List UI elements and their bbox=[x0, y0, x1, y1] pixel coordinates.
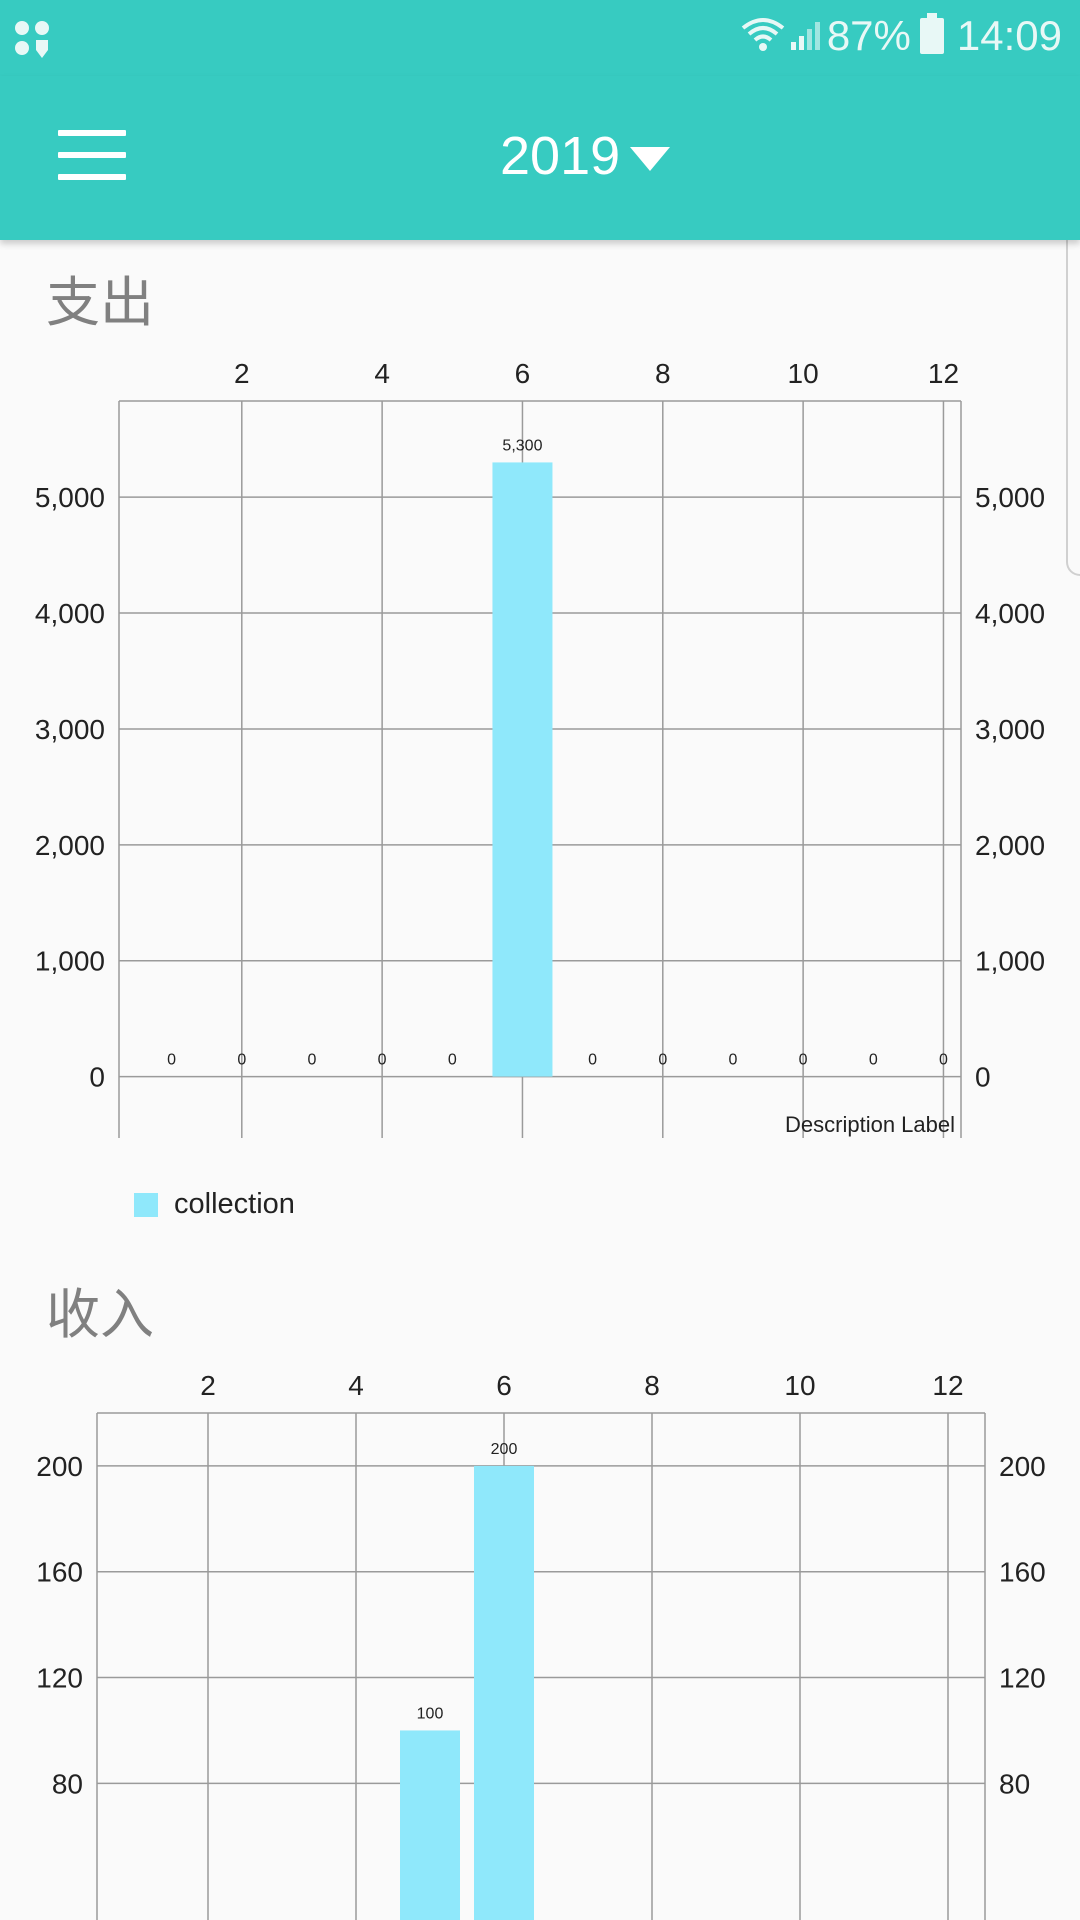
bar bbox=[400, 1730, 460, 1920]
income-title: 收入 bbox=[46, 1283, 154, 1346]
y-tick-label-left: 120 bbox=[36, 1663, 83, 1694]
y-tick-label-right: 0 bbox=[975, 1062, 991, 1093]
signal-icon bbox=[787, 14, 827, 58]
status-bar: 87% 14:09 bbox=[0, 0, 1080, 76]
x-tick-label: 12 bbox=[932, 1370, 963, 1401]
expense-chart: 0 0 1,000 1,000 2,000 2,000 3,000 3,000 4,000 4,0… bbox=[35, 358, 1045, 1138]
y-tick-label-left: 80 bbox=[52, 1768, 83, 1799]
chart-legend: collection bbox=[134, 1188, 295, 1221]
app-bar: 2019 bbox=[0, 76, 1080, 240]
x-tick-label: 8 bbox=[655, 358, 671, 389]
bar-value-label: 200 bbox=[491, 1441, 518, 1458]
bar-value-label: 0 bbox=[799, 1052, 808, 1069]
y-tick-label-left: 1,000 bbox=[35, 946, 105, 977]
expense-title: 支出 bbox=[46, 271, 154, 334]
scroll-handle[interactable] bbox=[1066, 220, 1080, 576]
income-chart: 80 80 120 120 160 160 200 200 2 4 6 8 10 12 100 200 bbox=[36, 1370, 1046, 1920]
bar bbox=[492, 462, 553, 1077]
y-tick-label-right: 5,000 bbox=[975, 482, 1045, 513]
bar-value-label: 0 bbox=[378, 1052, 387, 1069]
y-tick-label-right: 200 bbox=[999, 1451, 1046, 1482]
bar-value-label: 0 bbox=[729, 1052, 738, 1069]
x-tick-label: 6 bbox=[496, 1370, 512, 1401]
x-tick-label: 4 bbox=[374, 358, 390, 389]
y-tick-label-left: 160 bbox=[36, 1557, 83, 1588]
clock: 14:09 bbox=[956, 12, 1062, 59]
y-tick-label-right: 4,000 bbox=[975, 598, 1045, 629]
bar-value-label: 0 bbox=[308, 1052, 317, 1069]
legend-swatch bbox=[134, 1192, 158, 1217]
description-label: Description Label bbox=[785, 1112, 955, 1137]
bar-value-label: 0 bbox=[167, 1052, 176, 1069]
y-tick-label-right: 2,000 bbox=[975, 830, 1045, 861]
y-tick-label-left: 200 bbox=[36, 1451, 83, 1482]
hamburger-menu-icon[interactable] bbox=[58, 130, 126, 182]
y-tick-label-left: 4,000 bbox=[35, 598, 105, 629]
bar-value-label: 0 bbox=[939, 1052, 948, 1069]
x-tick-label: 10 bbox=[788, 358, 819, 389]
x-tick-label: 10 bbox=[784, 1370, 815, 1401]
x-tick-label: 4 bbox=[348, 1370, 364, 1401]
y-tick-label-right: 80 bbox=[999, 1768, 1030, 1799]
bar-value-label: 5,300 bbox=[502, 437, 542, 454]
bar-value-label: 0 bbox=[588, 1052, 597, 1069]
battery-percent: 87% bbox=[826, 12, 911, 59]
y-tick-label-left: 5,000 bbox=[35, 482, 105, 513]
y-tick-label-right: 120 bbox=[999, 1663, 1046, 1694]
bar bbox=[474, 1465, 534, 1920]
x-tick-label: 6 bbox=[515, 358, 531, 389]
y-tick-label-right: 1,000 bbox=[975, 946, 1045, 977]
x-tick-label: 2 bbox=[234, 358, 250, 389]
x-tick-label: 2 bbox=[200, 1370, 216, 1401]
bar-value-label: 0 bbox=[869, 1052, 878, 1069]
battery-icon bbox=[919, 13, 945, 59]
bar-value-label: 0 bbox=[658, 1052, 667, 1069]
y-tick-label-left: 3,000 bbox=[35, 714, 105, 745]
bar-value-label: 100 bbox=[417, 1705, 444, 1722]
year-label: 2019 bbox=[500, 126, 621, 186]
y-tick-label-right: 160 bbox=[999, 1557, 1046, 1588]
app-grid-icon bbox=[14, 20, 54, 64]
legend-label: collection bbox=[174, 1188, 295, 1220]
y-tick-label-left: 2,000 bbox=[35, 830, 105, 861]
x-tick-label: 8 bbox=[644, 1370, 660, 1401]
year-dropdown[interactable]: 2019 bbox=[500, 116, 671, 196]
y-tick-label-left: 0 bbox=[89, 1062, 105, 1093]
x-tick-label: 12 bbox=[928, 358, 959, 389]
bar-value-label: 0 bbox=[237, 1052, 246, 1069]
bar-value-label: 0 bbox=[448, 1052, 457, 1069]
caret-down-icon bbox=[630, 147, 671, 171]
y-tick-label-right: 3,000 bbox=[975, 714, 1045, 745]
wifi-icon bbox=[739, 14, 787, 58]
